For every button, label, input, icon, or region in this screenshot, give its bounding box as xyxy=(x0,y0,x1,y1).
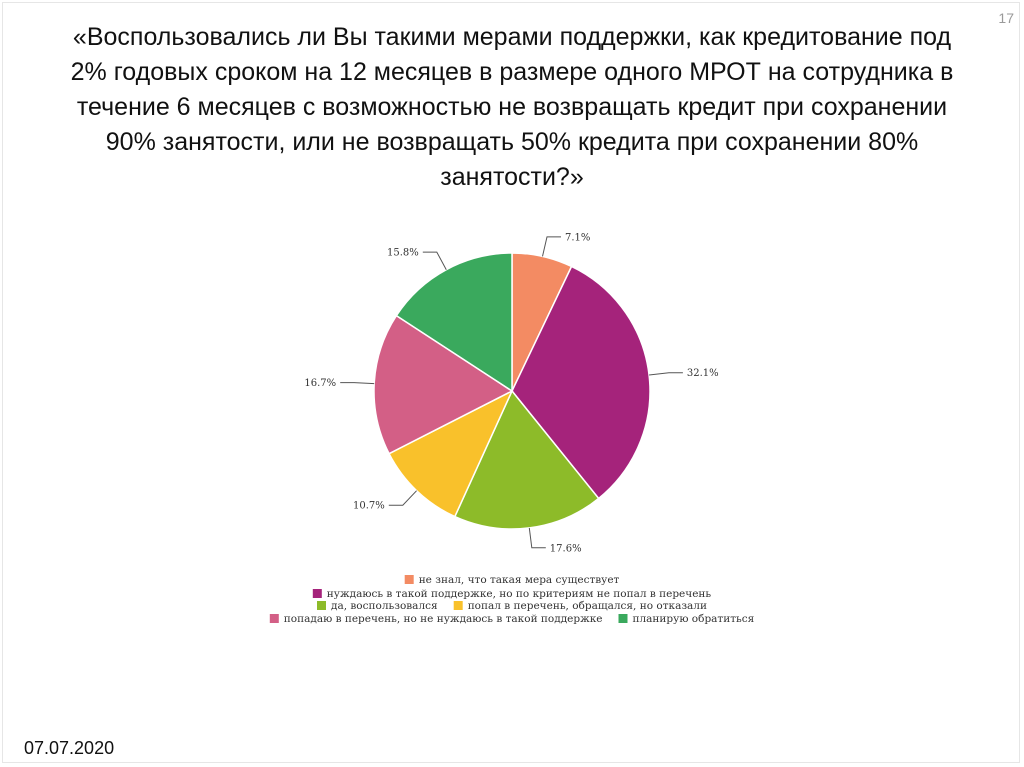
legend-label-need-not-eligible: нуждаюсь в такой поддержке, но по критер… xyxy=(327,588,712,600)
legend-item-plan-to-apply: планирую обратиться xyxy=(618,613,755,625)
legend-row: попадаю в перечень, но не нуждаюсь в так… xyxy=(269,613,755,625)
legend-swatch-eligible-refused xyxy=(453,601,463,610)
slide-date: 07.07.2020 xyxy=(24,738,115,758)
legend-label-not-aware: не знал, что такая мера существует xyxy=(419,574,620,586)
legend-swatch-need-not-eligible xyxy=(312,589,322,598)
legend-row: не знал, что такая мера существует xyxy=(404,574,620,586)
pie-labels: 7.1% 32.1% 17.6% 10.7% 16.7% 15.8% xyxy=(304,232,718,554)
leader-line-not-aware xyxy=(542,236,561,257)
legend-item-eligible-not-needed: попадаю в перечень, но не нуждаюсь в так… xyxy=(269,613,603,625)
legend-label-eligible-refused: попал в перечень, обращался, но отказали xyxy=(468,600,707,612)
data-label-plan-to-apply: 15.8% xyxy=(387,248,419,259)
data-label-need-not-eligible: 32.1% xyxy=(687,368,719,379)
data-label-eligible-not-needed: 16.7% xyxy=(304,378,336,389)
legend-item-used: да, воспользовался xyxy=(317,600,438,612)
legend-label-plan-to-apply: планирую обратиться xyxy=(633,613,755,625)
leader-line-used xyxy=(528,527,546,549)
legend-row: нуждаюсь в такой поддержке, но по критер… xyxy=(312,588,712,600)
legend-swatch-eligible-not-needed xyxy=(269,614,279,623)
legend-item-eligible-refused: попал в перечень, обращался, но отказали xyxy=(453,600,707,612)
data-label-not-aware: 7.1% xyxy=(565,232,590,243)
legend-swatch-plan-to-apply xyxy=(618,614,628,623)
legend-item-need-not-eligible: нуждаюсь в такой поддержке, но по критер… xyxy=(312,588,712,600)
pie-slice-need-not-eligible xyxy=(511,265,651,500)
legend-swatch-used xyxy=(317,601,326,610)
leader-line-need-not-eligible xyxy=(649,372,683,376)
legend-swatch-not-aware xyxy=(404,575,414,584)
legend-item-not-aware: не знал, что такая мера существует xyxy=(404,574,620,586)
slide-number: 17 xyxy=(998,10,1014,26)
leader-line-eligible-not-needed xyxy=(340,382,375,385)
leader-line-plan-to-apply xyxy=(422,251,447,270)
data-label-used: 17.6% xyxy=(550,543,582,554)
leader-line-eligible-refused xyxy=(388,490,417,506)
chart-legend: не знал, что такая мера существует нуждаю… xyxy=(269,574,755,625)
pie-slice-eligible-not-needed xyxy=(373,314,514,455)
legend-label-eligible-not-needed: попадаю в перечень, но не нуждаюсь в так… xyxy=(284,613,603,625)
legend-row: да, воспользовался попал в перечень, обра… xyxy=(317,600,707,612)
legend-label-used: да, воспользовался xyxy=(331,600,438,612)
data-label-eligible-refused: 10.7% xyxy=(353,501,385,512)
pie-slices xyxy=(373,252,651,530)
slide-title: «Воспользовались ли Вы такими мерами под… xyxy=(70,23,954,191)
